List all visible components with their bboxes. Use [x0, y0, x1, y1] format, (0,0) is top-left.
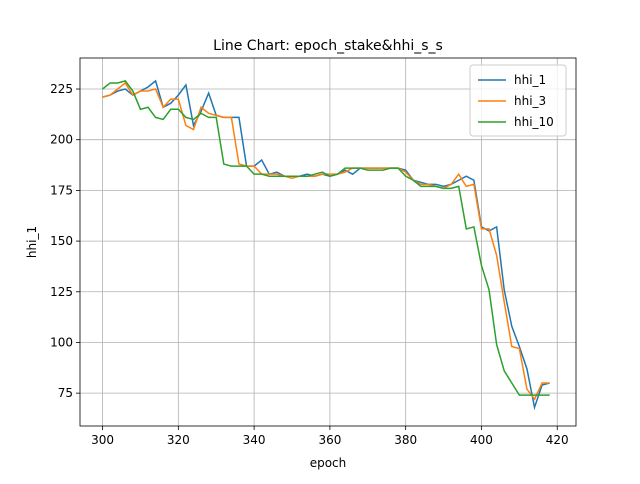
x-tick-label: 340: [243, 433, 266, 447]
y-tick-label: 175: [50, 183, 73, 197]
y-tick-label: 100: [50, 335, 73, 349]
y-axis-label: hhi_1: [25, 226, 39, 258]
plot-frame: [79, 57, 577, 427]
legend-label: hhi_3: [514, 94, 546, 108]
legend-box: [469, 64, 567, 137]
y-tick-label: 200: [50, 133, 73, 147]
x-tick-label: 380: [394, 433, 417, 447]
x-axis-label: epoch: [310, 456, 347, 470]
y-tick-label: 225: [50, 82, 73, 96]
x-tick-label: 300: [91, 433, 114, 447]
chart-title: Line Chart: epoch_stake&hhi_s_s: [213, 38, 443, 54]
x-tick-label: 400: [470, 433, 493, 447]
x-tick-label: 420: [546, 433, 569, 447]
x-tick-label: 360: [318, 433, 341, 447]
y-tick-label: 150: [50, 234, 73, 248]
x-tick-label: 320: [167, 433, 190, 447]
legend-label: hhi_10: [514, 115, 554, 129]
y-tick-label: 75: [58, 386, 73, 400]
legend-label: hhi_1: [514, 73, 546, 87]
data-line: [102, 80, 550, 396]
y-tick-label: 125: [50, 285, 73, 299]
